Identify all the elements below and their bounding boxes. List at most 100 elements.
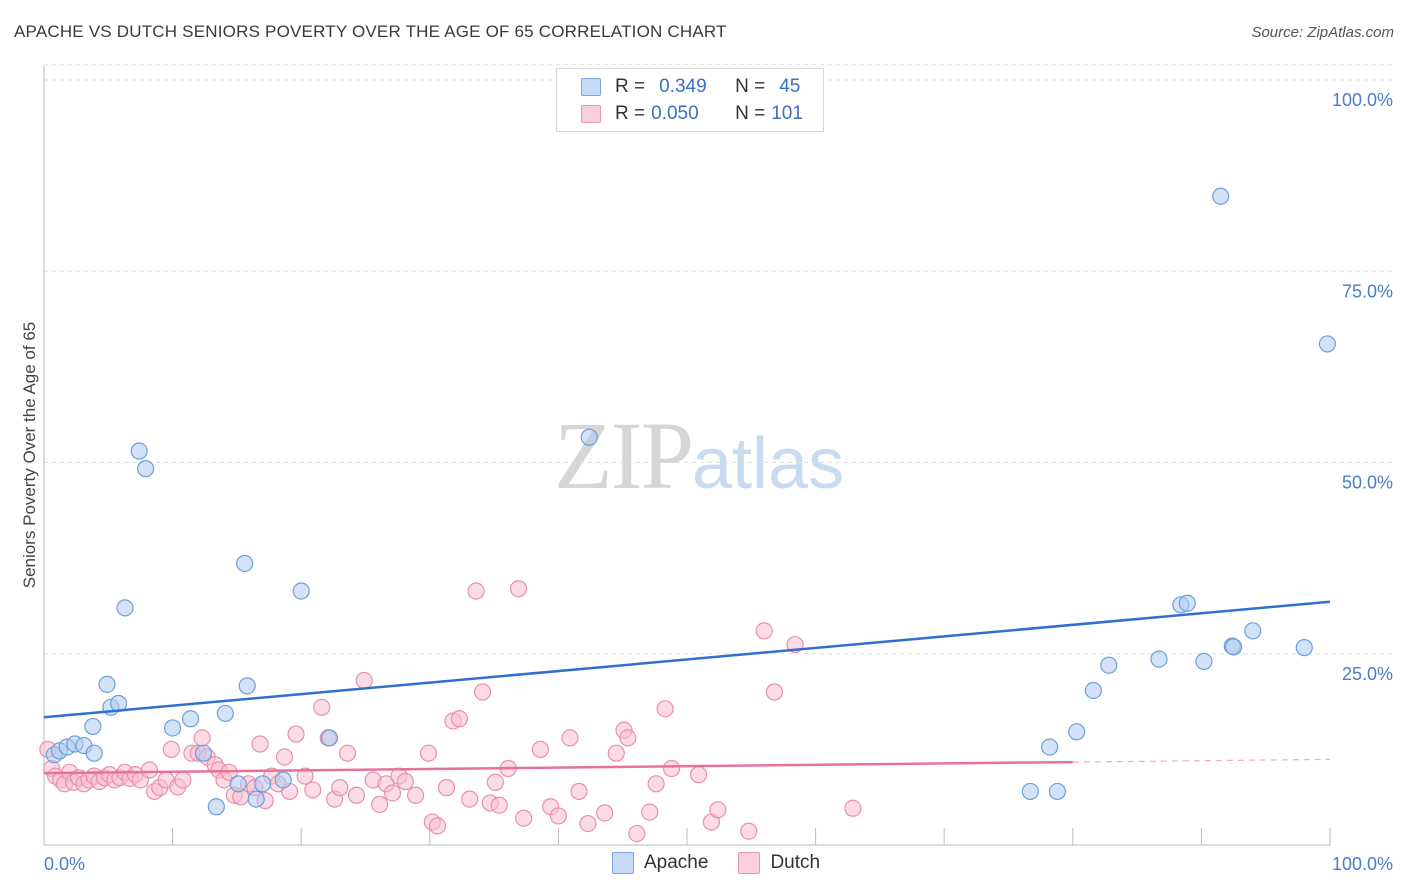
- apache-point-22: [254, 775, 272, 793]
- apache-point-31: [1084, 681, 1102, 700]
- bottom-legend-dutch: Dutch: [738, 852, 820, 874]
- dutch-point-76: [515, 809, 533, 827]
- dutch-trend-line: [43, 760, 1073, 775]
- dutch-point-91: [662, 759, 681, 778]
- dutch-point-67: [450, 710, 468, 728]
- apache-point-18: [229, 775, 247, 793]
- apache-trend-line: [43, 600, 1331, 719]
- apache-point-20: [238, 677, 256, 695]
- dutch-point-54: [355, 671, 373, 690]
- apache-point-10: [116, 599, 134, 617]
- x-tick-label-100: 100.0%: [1332, 854, 1393, 874]
- dutch-point-45: [287, 725, 305, 743]
- dutch-point-75: [509, 580, 528, 598]
- watermark-zip: ZIP: [554, 402, 694, 509]
- apache-legend-label: Apache: [644, 852, 709, 873]
- dutch-point-94: [709, 801, 727, 819]
- dutch-point-89: [647, 775, 665, 793]
- apache-r-label: R =: [615, 76, 646, 97]
- dutch-trend-extension: [1072, 758, 1331, 763]
- apache-point-5: [84, 717, 102, 736]
- dutch-point-26: [174, 771, 192, 789]
- apache-legend-swatch: [612, 852, 634, 874]
- dutch-point-29: [193, 729, 211, 747]
- legend-row-apache: R = 0.349 N = 45: [581, 74, 800, 100]
- apache-point-25: [320, 729, 339, 747]
- apache-point-21: [247, 790, 265, 808]
- apache-point-27: [1021, 782, 1039, 801]
- watermark-atlas: atlas: [692, 424, 845, 504]
- dutch-point-90: [656, 700, 674, 718]
- x-tick-label-0: 0.0%: [44, 854, 85, 874]
- apache-point-29: [1048, 782, 1066, 801]
- dutch-point-86: [619, 729, 637, 747]
- dutch-point-68: [461, 790, 479, 808]
- dutch-point-88: [641, 803, 659, 821]
- apache-point-30: [1068, 723, 1086, 741]
- apache-point-24: [292, 582, 310, 600]
- dutch-point-65: [437, 779, 456, 797]
- apache-point-28: [1041, 738, 1059, 756]
- apache-point-6: [85, 744, 103, 762]
- apache-point-36: [1195, 652, 1213, 671]
- dutch-point-20: [140, 761, 159, 779]
- apache-point-11: [130, 442, 148, 460]
- dutch-n-value: 101: [771, 103, 803, 124]
- dutch-point-97: [755, 622, 773, 640]
- legend-row-dutch: R = 0.050 N = 101: [581, 101, 803, 127]
- dutch-point-53: [347, 786, 366, 804]
- apache-swatch: [581, 78, 601, 96]
- apache-point-23: [274, 771, 292, 789]
- dutch-r-value: 0.050: [651, 103, 699, 124]
- apache-point-41: [1295, 639, 1313, 657]
- dutch-point-82: [579, 814, 597, 833]
- dutch-point-72: [486, 773, 504, 791]
- apache-point-33: [1150, 650, 1168, 668]
- dutch-point-73: [490, 796, 508, 814]
- dutch-swatch: [581, 105, 601, 123]
- dutch-point-84: [607, 744, 625, 762]
- apache-point-19: [236, 554, 254, 573]
- dutch-point-79: [549, 807, 568, 825]
- apache-n-label: N =: [735, 76, 766, 97]
- bottom-legend-apache: Apache: [612, 852, 708, 874]
- apache-point-7: [98, 675, 116, 693]
- dutch-point-69: [467, 582, 485, 600]
- dutch-point-92: [689, 766, 708, 784]
- chart-title: APACHE VS DUTCH SENIORS POVERTY OVER THE…: [14, 22, 727, 41]
- apache-point-14: [182, 710, 200, 728]
- dutch-point-96: [765, 683, 784, 701]
- apache-n-value: 45: [779, 76, 801, 97]
- y-tick-label-75: 75.0%: [1342, 281, 1393, 301]
- apache-point-15: [194, 744, 213, 762]
- dutch-r-label: R =: [615, 103, 646, 124]
- dutch-point-47: [304, 781, 322, 799]
- dutch-point-58: [383, 784, 402, 802]
- source-credit: Source: ZipAtlas.com: [1251, 24, 1394, 41]
- dutch-point-77: [531, 740, 549, 758]
- dutch-point-64: [428, 817, 447, 835]
- apache-point-39: [1224, 638, 1243, 656]
- apache-point-26: [580, 428, 598, 446]
- y-tick-label-25: 25.0%: [1342, 664, 1393, 684]
- legend: R = 0.349 N = 45 R = 0.050 N = 101: [556, 68, 824, 132]
- dutch-point-46: [296, 767, 314, 785]
- dutch-point-52: [338, 744, 357, 762]
- apache-point-32: [1100, 656, 1118, 674]
- dutch-n-label: N =: [735, 103, 766, 124]
- dutch-point-62: [419, 744, 438, 762]
- dutch-point-87: [628, 824, 646, 843]
- dutch-point-60: [396, 772, 414, 791]
- apache-point-17: [216, 704, 234, 723]
- dutch-point-43: [275, 748, 294, 766]
- dutch-legend-label: Dutch: [770, 852, 821, 873]
- dutch-point-39: [251, 735, 269, 753]
- dutch-point-81: [570, 782, 588, 801]
- dutch-point-70: [473, 683, 492, 701]
- apache-point-16: [207, 798, 225, 816]
- dutch-point-83: [596, 804, 614, 822]
- dutch-point-98: [844, 799, 862, 817]
- dutch-point-61: [407, 786, 425, 804]
- y-tick-label-100: 100.0%: [1332, 90, 1393, 110]
